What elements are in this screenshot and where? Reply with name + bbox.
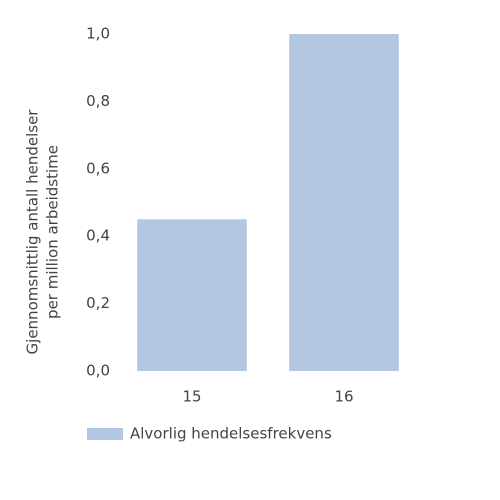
legend-swatch (87, 428, 123, 440)
x-tick-label: 15 (182, 388, 201, 406)
y-tick-label: 0,6 (86, 159, 110, 177)
x-tick-label: 16 (334, 388, 353, 406)
y-tick-label: 0,0 (86, 362, 110, 380)
y-tick-label: 0,2 (86, 294, 110, 312)
y-tick-label: 1,0 (86, 25, 110, 43)
y-tick-label: 0,8 (86, 92, 110, 110)
bar (137, 219, 247, 371)
y-axis-label-line: per million arbeidstime (44, 145, 62, 319)
bar (289, 34, 399, 371)
y-axis-label-line: Gjennomsnittlig antall hendelser (24, 109, 42, 355)
y-tick-label: 0,4 (86, 227, 110, 245)
y-axis-label: Gjennomsnittlig antall hendelser per mil… (24, 109, 62, 355)
legend-label: Alvorlig hendelsesfrekvens (130, 425, 332, 443)
